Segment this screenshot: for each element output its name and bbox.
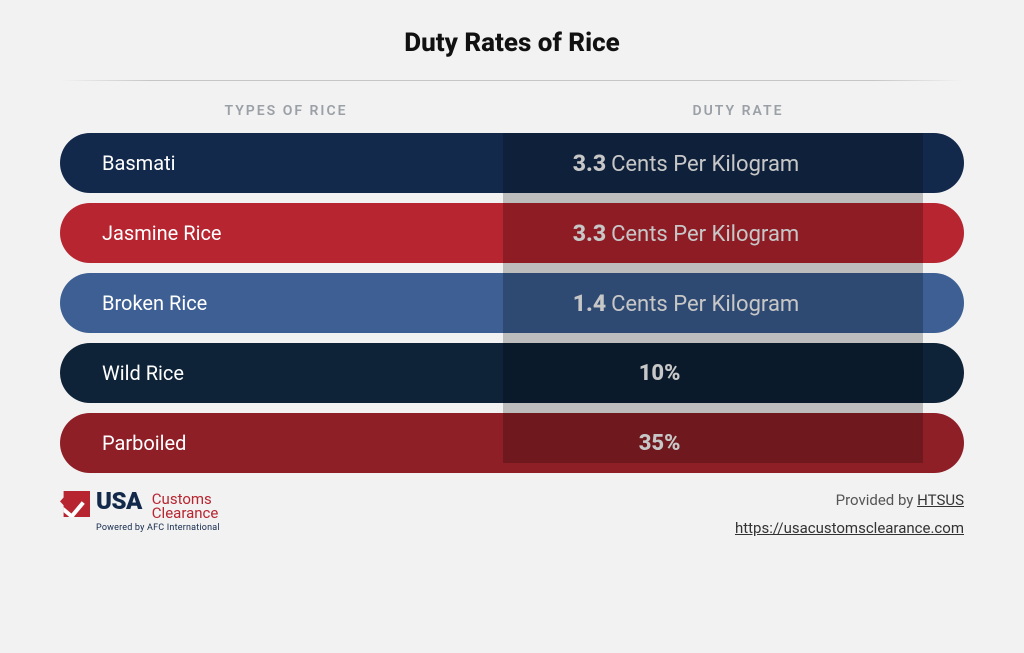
- table-row: Broken Rice 1.4 Cents Per Kilogram: [60, 273, 964, 333]
- brand-customs-clearance: Customs Clearance: [152, 492, 219, 521]
- table-row: Parboiled 35%: [60, 413, 964, 473]
- footer: USA Customs Clearance Powered by AFC Int…: [60, 491, 964, 537]
- page-title: Duty Rates of Rice: [60, 28, 964, 58]
- rice-type: Parboiled: [102, 431, 516, 455]
- rate-table: Basmati 3.3 Cents Per Kilogram Jasmine R…: [60, 133, 964, 473]
- provided-prefix: Provided by: [836, 491, 918, 509]
- duty-rate: 10%: [516, 361, 964, 386]
- source-url-link[interactable]: https://usacustomsclearance.com: [735, 519, 964, 537]
- column-headers: TYPES OF RICE DUTY RATE: [60, 103, 964, 119]
- rate-number: 3.3: [573, 150, 606, 177]
- brand-usa: USA: [96, 491, 142, 513]
- duty-rate: 1.4 Cents Per Kilogram: [516, 290, 964, 317]
- header-rate: DUTY RATE: [512, 103, 964, 119]
- rate-number: 1.4: [573, 290, 606, 317]
- check-flag-icon: [60, 491, 90, 517]
- htsus-link[interactable]: HTSUS: [917, 491, 964, 509]
- table-row: Jasmine Rice 3.3 Cents Per Kilogram: [60, 203, 964, 263]
- table-row: Basmati 3.3 Cents Per Kilogram: [60, 133, 964, 193]
- brand-clearance: Clearance: [152, 504, 219, 522]
- provided-by: Provided by HTSUS: [735, 491, 964, 509]
- rice-type: Basmati: [102, 151, 516, 175]
- brand-powered-by: Powered by AFC International: [96, 523, 220, 533]
- title-divider: [60, 80, 964, 81]
- table-row: Wild Rice 10%: [60, 343, 964, 403]
- rice-type: Broken Rice: [102, 291, 516, 315]
- header-types: TYPES OF RICE: [60, 103, 512, 119]
- rate-unit: Cents Per Kilogram: [611, 292, 799, 317]
- brand-text: USA Customs Clearance Powered by AFC Int…: [96, 491, 220, 533]
- footer-attribution: Provided by HTSUS https://usacustomsclea…: [735, 491, 964, 537]
- brand-logo: USA Customs Clearance Powered by AFC Int…: [60, 491, 220, 533]
- duty-rate: 3.3 Cents Per Kilogram: [516, 150, 964, 177]
- rate-percent: 10%: [573, 361, 681, 386]
- rate-percent: 35%: [573, 431, 681, 456]
- rate-unit: Cents Per Kilogram: [611, 152, 799, 177]
- rice-type: Wild Rice: [102, 361, 516, 385]
- rice-type: Jasmine Rice: [102, 221, 516, 245]
- duty-rate: 35%: [516, 431, 964, 456]
- duty-rate: 3.3 Cents Per Kilogram: [516, 220, 964, 247]
- rate-unit: Cents Per Kilogram: [611, 222, 799, 247]
- rate-number: 3.3: [573, 220, 606, 247]
